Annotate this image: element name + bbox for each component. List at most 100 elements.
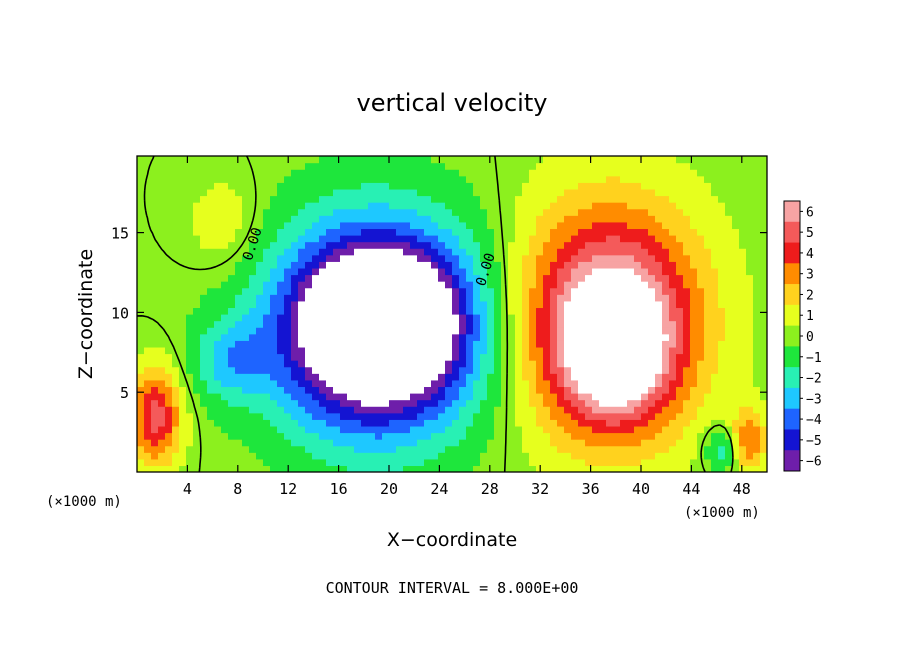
field-cell [438, 175, 446, 183]
field-cell [564, 228, 572, 236]
field-cell [277, 360, 285, 368]
field-cell [368, 465, 376, 472]
field-cell [158, 412, 166, 420]
field-cell [137, 182, 145, 190]
field-cell [718, 333, 726, 341]
field-cell [578, 333, 586, 341]
field-cell [571, 248, 579, 256]
field-cell [480, 221, 488, 230]
field-cell [144, 465, 152, 472]
field-cell [522, 188, 530, 197]
field-cell [585, 366, 593, 374]
field-cell [305, 366, 313, 374]
field-cell [753, 156, 761, 164]
field-cell [347, 340, 355, 348]
field-cell [473, 202, 481, 210]
field-cell [424, 261, 432, 269]
field-cell [424, 314, 432, 322]
field-cell [683, 221, 691, 230]
field-cell [179, 439, 187, 447]
field-cell [165, 267, 173, 276]
field-cell [270, 419, 278, 427]
field-cell [634, 175, 642, 183]
field-cell [634, 360, 642, 368]
field-cell [207, 439, 215, 447]
field-cell [137, 320, 145, 328]
field-cell [200, 340, 208, 348]
field-cell [235, 346, 243, 355]
field-cell [333, 432, 341, 440]
field-cell [508, 346, 516, 355]
field-cell [599, 221, 607, 230]
field-cell [235, 379, 243, 388]
field-cell [375, 360, 383, 368]
field-cell [753, 274, 761, 282]
field-cell [536, 188, 544, 197]
field-cell [410, 465, 418, 472]
field-cell [165, 307, 173, 315]
field-cell [396, 452, 404, 460]
field-cell [354, 215, 362, 223]
field-cell [543, 458, 551, 467]
field-cell [368, 175, 376, 183]
field-cell [655, 399, 663, 407]
field-cell [214, 379, 222, 388]
field-cell [193, 399, 201, 407]
field-cell [137, 412, 145, 420]
field-cell [585, 412, 593, 420]
field-cell [739, 393, 747, 401]
field-cell [627, 261, 635, 269]
field-cell [389, 432, 397, 440]
field-cell [466, 188, 474, 197]
field-cell [690, 307, 698, 315]
field-cell [620, 248, 628, 256]
field-cell [312, 445, 320, 453]
field-cell [403, 373, 411, 381]
field-cell [270, 320, 278, 328]
field-cell [620, 202, 628, 210]
field-cell [529, 458, 537, 467]
field-cell [620, 215, 628, 223]
field-cell [165, 300, 173, 309]
field-cell [732, 432, 740, 440]
field-cell [137, 254, 145, 262]
field-cell [186, 360, 194, 368]
field-cell [760, 445, 767, 453]
field-cell [256, 175, 264, 183]
field-cell [697, 162, 705, 170]
field-cell [522, 445, 530, 453]
field-cell [284, 215, 292, 223]
field-cell [718, 353, 726, 361]
field-cell [214, 439, 222, 447]
field-cell [746, 294, 754, 302]
field-cell [648, 215, 656, 223]
field-cell [200, 366, 208, 374]
field-cell [711, 419, 719, 427]
field-cell [256, 307, 264, 315]
field-cell [480, 386, 488, 394]
field-cell [578, 432, 586, 440]
field-cell [207, 406, 215, 414]
field-cell [550, 228, 558, 236]
field-cell [599, 432, 607, 440]
field-cell [284, 445, 292, 453]
field-cell [683, 261, 691, 269]
field-cell [179, 445, 187, 453]
field-cell [466, 254, 474, 262]
field-cell [760, 320, 767, 328]
field-cell [417, 425, 425, 434]
field-cell [291, 419, 299, 427]
field-cell [305, 208, 313, 216]
field-cell [298, 267, 306, 276]
field-cell [340, 445, 348, 453]
field-cell [263, 419, 271, 427]
field-cell [550, 281, 558, 289]
field-cell [249, 320, 257, 328]
field-cell [501, 182, 509, 190]
field-cell [536, 340, 544, 348]
field-cell [221, 320, 229, 328]
field-cell [179, 346, 187, 355]
field-cell [676, 261, 684, 269]
field-cell [557, 432, 565, 440]
field-cell [151, 419, 159, 427]
